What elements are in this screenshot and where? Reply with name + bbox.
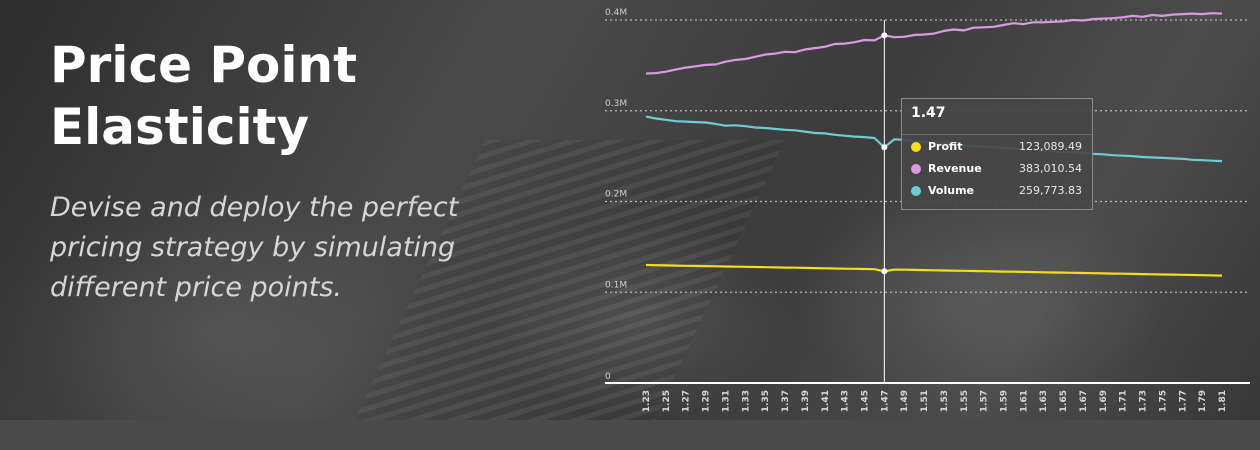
- tooltip-series-value: 123,089.49: [1019, 140, 1082, 153]
- page-title: Price Point Elasticity: [50, 36, 358, 156]
- crosshair-point-revenue: [881, 32, 888, 39]
- revenue-dot-icon: [911, 164, 921, 174]
- x-tick-label: 1.55: [960, 390, 970, 412]
- x-tick-label: 1.27: [682, 390, 692, 412]
- x-tick-label: 1.59: [1000, 390, 1010, 412]
- x-tick-label: 1.73: [1139, 390, 1149, 412]
- x-tick-label: 1.79: [1198, 390, 1208, 412]
- y-tick-label: 0: [605, 372, 611, 382]
- tooltip-series-name: Volume: [928, 184, 974, 197]
- bottom-strip: [0, 420, 1260, 450]
- tooltip-series-value: 383,010.54: [1019, 162, 1082, 175]
- x-tick-label: 1.81: [1218, 390, 1228, 412]
- x-tick-label: 1.29: [702, 390, 712, 412]
- tooltip-row-volume: Volume 259,773.83: [902, 181, 1092, 203]
- x-tick-label: 1.43: [841, 390, 851, 412]
- x-tick-label: 1.71: [1119, 390, 1129, 412]
- tooltip-row-revenue: Revenue 383,010.54: [902, 159, 1092, 181]
- tooltip-series-name: Revenue: [928, 162, 982, 175]
- x-tick-label: 1.23: [642, 390, 652, 412]
- x-tick-label: 1.49: [900, 390, 910, 412]
- page-subtitle: Devise and deploy the perfect pricing st…: [50, 192, 459, 303]
- x-tick-label: 1.31: [721, 390, 731, 412]
- x-tick-label: 1.75: [1158, 390, 1168, 412]
- x-tick-label: 1.67: [1079, 390, 1089, 412]
- x-tick-label: 1.45: [860, 390, 870, 412]
- x-tick-label: 1.33: [741, 390, 751, 412]
- tooltip-series-value: 259,773.83: [1019, 184, 1082, 197]
- x-tick-label: 1.39: [801, 390, 811, 412]
- x-tick-label: 1.35: [761, 390, 771, 412]
- tooltip-series-name: Profit: [928, 140, 963, 153]
- x-tick-label: 1.57: [980, 390, 990, 412]
- y-tick-label: 0.2M: [605, 190, 627, 200]
- x-tick-label: 1.37: [781, 390, 791, 412]
- x-tick-label: 1.61: [1019, 390, 1029, 412]
- x-tick-label: 1.63: [1039, 390, 1049, 412]
- x-tick-label: 1.65: [1059, 390, 1069, 412]
- profit-dot-icon: [911, 142, 921, 152]
- x-tick-label: 1.69: [1099, 390, 1109, 412]
- x-tick-label: 1.51: [920, 390, 930, 412]
- series-line-revenue: [645, 12, 1223, 75]
- x-tick-label: 1.77: [1178, 390, 1188, 412]
- tooltip-row-profit: Profit 123,089.49: [902, 137, 1092, 159]
- chart-tooltip: 1.47 Profit 123,089.49 Revenue 383,010.5…: [901, 98, 1093, 210]
- x-tick-label: 1.47: [880, 390, 890, 412]
- crosshair-point-profit: [881, 268, 888, 275]
- x-tick-label: 1.41: [821, 390, 831, 412]
- y-tick-label: 0.3M: [605, 99, 627, 109]
- y-tick-label: 0.1M: [605, 280, 627, 290]
- x-tick-label: 1.25: [662, 390, 672, 412]
- x-tick-label: 1.53: [940, 390, 950, 412]
- volume-dot-icon: [911, 186, 921, 196]
- y-tick-label: 0.4M: [605, 8, 627, 18]
- crosshair-point-volume: [881, 144, 888, 151]
- tooltip-divider: [902, 134, 1092, 135]
- tooltip-title: 1.47: [911, 105, 946, 121]
- series-line-profit: [645, 263, 1223, 277]
